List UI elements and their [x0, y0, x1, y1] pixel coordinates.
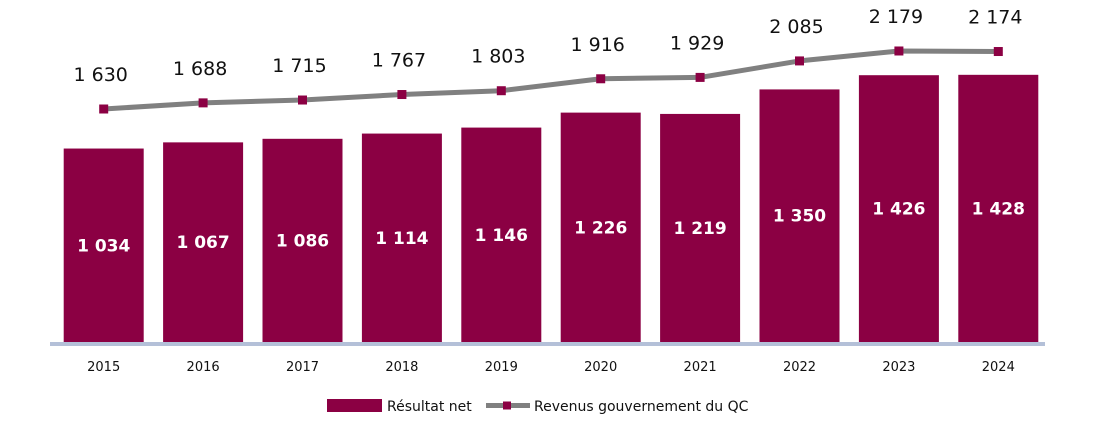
- bar-2019: [461, 127, 542, 342]
- x-tick-2023: 2023: [882, 360, 915, 375]
- legend-label-resultat-net: Résultat net: [387, 399, 472, 415]
- bar-value-label-2016: 1 067: [176, 233, 229, 253]
- bar-value-label-2017: 1 086: [276, 231, 329, 251]
- bar-2018: [361, 133, 442, 342]
- bar-2017: [262, 138, 343, 342]
- bar-value-label-2022: 1 350: [773, 207, 826, 227]
- line-value-label-2017: 1 715: [272, 55, 326, 77]
- legend: Résultat net Revenus gouvernement du QC: [327, 399, 749, 415]
- bar-value-label-2020: 1 226: [574, 218, 627, 238]
- line-marker-2020: [596, 74, 606, 84]
- line-marker-2015: [99, 104, 109, 114]
- legend-label-revenus: Revenus gouvernement du QC: [534, 399, 749, 415]
- line-value-label-2015: 1 630: [73, 64, 127, 86]
- bar-2020: [560, 112, 641, 342]
- line-value-label-2018: 1 767: [372, 50, 426, 72]
- x-tick-2016: 2016: [187, 360, 220, 375]
- line-value-label-2023: 2 179: [869, 6, 923, 28]
- bar-2021: [660, 113, 741, 342]
- line-marker-2023: [894, 46, 904, 56]
- x-tick-2022: 2022: [783, 360, 816, 375]
- bars-group: 1 034 1 067 1 086 1 114 1 146 1 226 1 219 1 350…: [63, 74, 1039, 342]
- line-marker-2016: [198, 98, 208, 108]
- bar-value-label-2024: 1 428: [972, 199, 1025, 219]
- line-marker-2019: [496, 86, 506, 96]
- line-marker-2017: [298, 95, 307, 105]
- line-marker-2018: [397, 90, 407, 100]
- x-tick-2015: 2015: [87, 360, 120, 375]
- bar-value-label-2019: 1 146: [475, 226, 528, 246]
- legend-swatch-revenus-marker: [503, 401, 511, 410]
- line-marker-2022: [795, 56, 804, 66]
- line-value-label-2016: 1 688: [173, 58, 227, 80]
- line-value-label-2019: 1 803: [471, 46, 525, 68]
- line-marker-2021: [695, 72, 705, 82]
- x-tick-2018: 2018: [385, 360, 418, 375]
- line-value-label-2024: 2 174: [968, 7, 1022, 29]
- bar-2016: [163, 142, 244, 342]
- x-tick-2021: 2021: [684, 360, 717, 375]
- x-tick-labels: 2015 2016 2017 2018 2019 2020 2021 2022 2023 2024: [87, 360, 1015, 375]
- bar-2023: [858, 75, 939, 342]
- x-tick-2017: 2017: [286, 360, 319, 375]
- line-value-label-2020: 1 916: [570, 34, 624, 56]
- x-tick-2024: 2024: [982, 360, 1015, 375]
- bar-2015: [63, 148, 144, 342]
- line-revenus: [103, 48, 999, 112]
- line-value-label-2022: 2 085: [769, 16, 823, 38]
- bar-value-label-2018: 1 114: [375, 229, 428, 249]
- bar-2024: [958, 74, 1039, 342]
- bar-value-label-2023: 1 426: [872, 200, 925, 220]
- bar-value-label-2015: 1 034: [77, 236, 130, 256]
- x-tick-2019: 2019: [485, 360, 518, 375]
- bar-value-label-2021: 1 219: [673, 219, 726, 239]
- x-tick-2020: 2020: [584, 360, 617, 375]
- line-value-label-2021: 1 929: [670, 32, 724, 54]
- line-marker-2024: [993, 47, 1003, 57]
- legend-swatch-resultat-net: [327, 399, 382, 412]
- bar-2022: [759, 89, 840, 342]
- line-series-group: 1 630 1 688 1 715 1 767 1 803 1 916 1 929 2 085…: [73, 6, 1023, 114]
